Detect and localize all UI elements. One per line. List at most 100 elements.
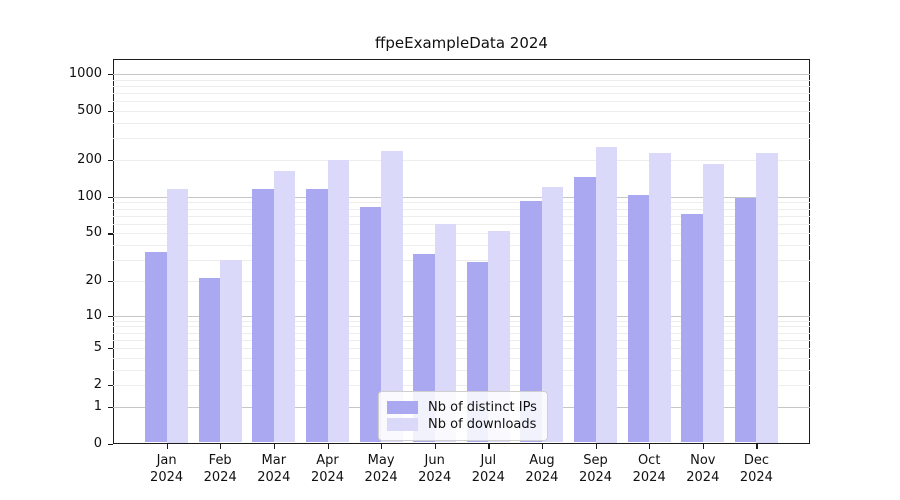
x-tick-label: Sep 2024 [578,453,613,485]
minor-gridline [113,357,810,359]
y-tick-label: 1 [93,398,102,414]
x-axis-tick [220,444,222,449]
minor-gridline [113,233,810,235]
x-tick-label: Jun 2024 [418,453,452,485]
y-axis-tick [108,233,113,235]
minor-gridline [113,138,810,140]
bar-nb-of-downloads-feb-2024 [220,260,242,443]
bar-nb-of-distinct-ips-may-2024 [359,206,382,443]
x-axis-tick [273,444,276,449]
minor-gridline [113,223,810,225]
x-tick-label: Jul 2024 [471,453,505,485]
y-tick-label: 500 [77,103,102,118]
plot-area [113,59,810,444]
minor-gridline [113,202,810,204]
x-axis-tick [595,444,597,449]
bar-nb-of-downloads-aug-2024 [541,187,564,443]
bar-nb-of-downloads-dec-2024 [756,152,778,443]
minor-gridline [113,369,810,371]
bar-nb-of-downloads-oct-2024 [649,153,671,443]
y-tick-label: 20 [85,272,102,288]
bar-nb-of-downloads-apr-2024 [327,159,349,443]
x-tick-label: Apr 2024 [310,453,345,485]
bar-nb-of-distinct-ips-aug-2024 [520,201,542,443]
x-axis-tick [649,444,651,449]
x-tick-label: Nov 2024 [686,453,720,485]
y-tick-label: 10 [85,307,102,323]
minor-gridline [113,320,810,322]
minor-gridline [113,245,810,247]
x-axis-tick [756,444,758,449]
y-axis-tick [108,385,113,387]
y-axis-tick [108,315,113,317]
y-tick-label: 2 [93,377,102,393]
y-axis-tick [108,406,113,409]
x-tick-label: Feb 2024 [203,453,237,485]
bar-nb-of-downloads-sep-2024 [595,147,617,443]
x-axis-tick [327,444,329,449]
major-gridline [113,196,810,198]
x-tick-label: Aug 2024 [525,453,559,485]
x-axis-tick [166,444,168,449]
x-tick-label: Dec 2024 [739,453,773,485]
minor-gridline [113,208,810,210]
minor-gridline [113,122,810,124]
x-axis-tick [488,444,490,449]
y-axis-tick [108,111,113,113]
bar-nb-of-distinct-ips-apr-2024 [306,189,328,443]
legend-swatch-downloads [387,418,418,431]
x-tick-label: Oct 2024 [632,453,666,485]
bar-nb-of-distinct-ips-nov-2024 [681,214,703,443]
legend-label-distinct-ips: Nb of distinct IPs [428,400,537,415]
x-axis-tick [434,444,436,449]
bar-nb-of-downloads-mar-2024 [273,171,296,443]
minor-gridline [113,159,810,161]
minor-gridline [113,101,810,103]
y-axis-tick [108,348,113,350]
x-axis-tick [381,444,383,449]
legend-entry-downloads: Nb of downloads [387,417,537,432]
y-axis-tick [108,159,113,162]
bar-nb-of-downloads-jul-2024 [488,231,510,443]
y-tick-label: 5 [93,340,102,355]
x-axis-tick [541,444,544,449]
minor-gridline [113,79,810,81]
y-tick-label: 1000 [68,65,102,81]
legend-swatch-distinct-ips [387,401,418,414]
bar-nb-of-downloads-jan-2024 [166,188,189,443]
minor-gridline [113,332,810,334]
bar-nb-of-downloads-may-2024 [381,151,403,443]
minor-gridline [113,260,810,262]
minor-gridline [113,280,810,282]
y-tick-label: 50 [85,225,102,241]
legend-entry-distinct-ips: Nb of distinct IPs [387,400,537,415]
legend-label-downloads: Nb of downloads [428,417,537,432]
y-tick-label: 200 [77,151,102,167]
minor-gridline [113,326,810,328]
bar-nb-of-distinct-ips-sep-2024 [574,176,596,443]
bar-nb-of-distinct-ips-feb-2024 [198,278,221,443]
major-gridline [113,73,810,75]
minor-gridline [113,111,810,112]
y-axis-tick [108,280,113,283]
chart-title: ffpeExampleData 2024 [375,34,548,52]
y-axis-tick [108,73,113,76]
y-tick-label: 0 [93,436,102,451]
bar-nb-of-distinct-ips-mar-2024 [252,189,274,443]
minor-gridline [113,348,810,349]
minor-gridline [113,385,810,387]
legend: Nb of distinct IPs Nb of downloads [378,391,548,441]
x-axis-tick [702,444,705,449]
bar-nb-of-downloads-jun-2024 [434,223,457,443]
minor-gridline [113,215,810,217]
minor-gridline [113,85,810,87]
minor-gridline [113,93,810,94]
bar-nb-of-distinct-ips-oct-2024 [627,195,650,443]
x-tick-label: Mar 2024 [257,453,291,485]
y-axis-tick [108,444,113,446]
bar-nb-of-distinct-ips-dec-2024 [734,198,757,443]
bar-nb-of-downloads-nov-2024 [702,164,725,443]
major-gridline [113,315,810,317]
y-tick-label: 100 [77,188,102,204]
